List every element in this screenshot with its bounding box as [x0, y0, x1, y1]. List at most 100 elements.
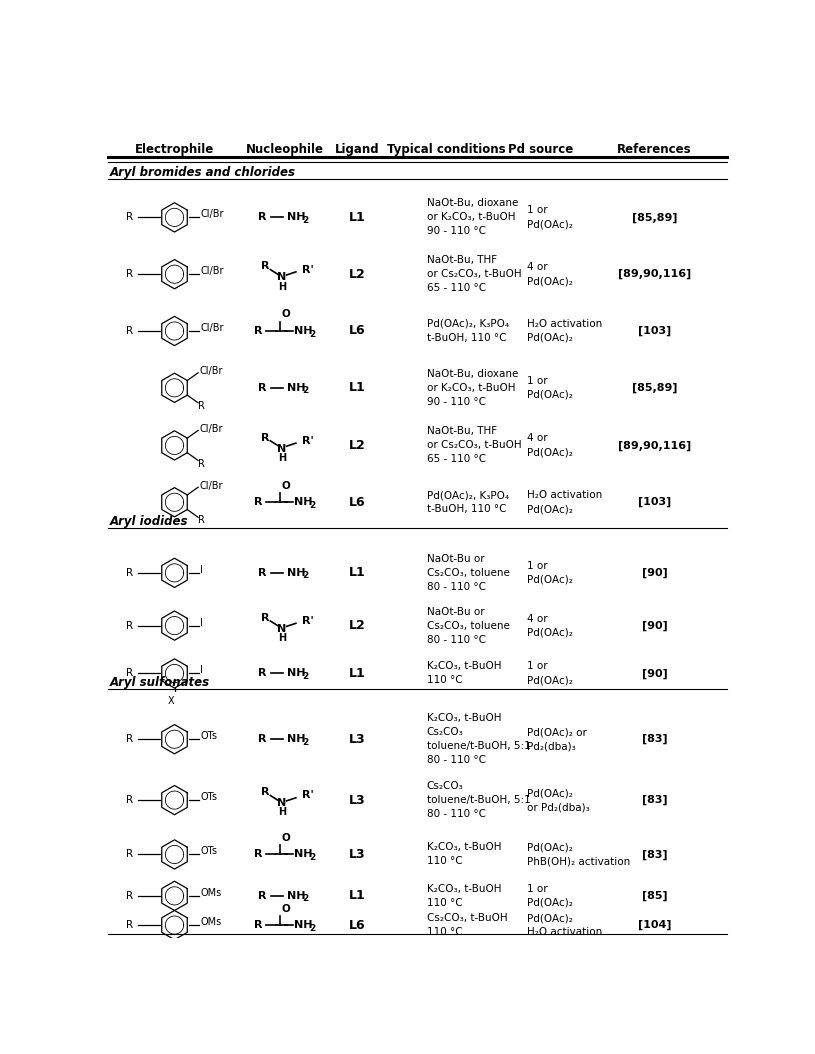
Text: Typical conditions: Typical conditions: [387, 142, 505, 156]
Text: R: R: [126, 568, 134, 578]
Text: R: R: [258, 568, 266, 578]
Text: R: R: [198, 458, 205, 469]
Text: L1: L1: [350, 566, 366, 580]
Text: R: R: [198, 515, 205, 525]
Text: 2: 2: [309, 330, 315, 338]
Text: L3: L3: [350, 733, 366, 746]
Text: OTs: OTs: [200, 731, 217, 741]
Text: [83]: [83]: [641, 734, 667, 744]
Text: L6: L6: [350, 325, 366, 337]
Text: NH: NH: [294, 920, 313, 930]
Text: X: X: [168, 696, 174, 706]
Text: K₂CO₃, t-BuOH
110 °C: K₂CO₃, t-BuOH 110 °C: [427, 884, 501, 907]
Text: 4 or
Pd(OAc)₂: 4 or Pd(OAc)₂: [527, 613, 573, 638]
Text: R: R: [126, 920, 134, 930]
Text: NH: NH: [287, 668, 305, 679]
Text: I: I: [200, 665, 203, 676]
Text: Pd(OAc)₂ or
Pd₂(dba)₃: Pd(OAc)₂ or Pd₂(dba)₃: [527, 727, 587, 752]
Text: 4 or
Pd(OAc)₂: 4 or Pd(OAc)₂: [527, 262, 573, 287]
Text: NaOt-Bu, dioxane
or K₂CO₃, t-BuOH
90 - 110 °C: NaOt-Bu, dioxane or K₂CO₃, t-BuOH 90 - 1…: [427, 198, 518, 236]
Text: R: R: [262, 787, 270, 798]
Text: 4 or
Pd(OAc)₂: 4 or Pd(OAc)₂: [527, 433, 573, 457]
Text: R: R: [262, 613, 270, 623]
Text: NH: NH: [287, 891, 305, 901]
Text: Cl/Br: Cl/Br: [200, 366, 223, 376]
Text: Pd(OAc)₂
PhB(OH)₂ activation: Pd(OAc)₂ PhB(OH)₂ activation: [527, 842, 630, 866]
Text: O: O: [281, 481, 290, 491]
Text: L2: L2: [350, 268, 366, 280]
Text: [103]: [103]: [638, 326, 672, 336]
Text: [89,90,116]: [89,90,116]: [618, 269, 691, 279]
Text: Aryl bromides and chlorides: Aryl bromides and chlorides: [109, 167, 296, 179]
Text: Pd(OAc)₂
H₂O activation: Pd(OAc)₂ H₂O activation: [527, 913, 602, 937]
Text: NaOt-Bu, THF
or Cs₂CO₃, t-BuOH
65 - 110 °C: NaOt-Bu, THF or Cs₂CO₃, t-BuOH 65 - 110 …: [427, 255, 522, 293]
Text: R': R': [302, 790, 314, 800]
Text: 2: 2: [302, 672, 308, 681]
Text: 2: 2: [309, 501, 315, 510]
Text: 2: 2: [302, 738, 308, 747]
Text: NaOt-Bu or
Cs₂CO₃, toluene
80 - 110 °C: NaOt-Bu or Cs₂CO₃, toluene 80 - 110 °C: [427, 607, 509, 645]
Text: K₂CO₃, t-BuOH
110 °C: K₂CO₃, t-BuOH 110 °C: [427, 842, 501, 866]
Text: H: H: [278, 453, 286, 463]
Text: [90]: [90]: [641, 668, 667, 679]
Text: 2: 2: [302, 895, 308, 903]
Text: Cl/Br: Cl/Br: [200, 481, 223, 491]
Text: R: R: [198, 401, 205, 411]
Text: Cs₂CO₃, t-BuOH
110 °C: Cs₂CO₃, t-BuOH 110 °C: [427, 913, 508, 937]
Text: NH: NH: [294, 326, 313, 336]
Text: L1: L1: [350, 667, 366, 680]
Text: L6: L6: [350, 495, 366, 509]
Text: H₂O activation
Pd(OAc)₂: H₂O activation Pd(OAc)₂: [527, 319, 602, 343]
Text: R': R': [302, 616, 314, 626]
Text: 1 or
Pd(OAc)₂: 1 or Pd(OAc)₂: [527, 561, 573, 585]
Text: NaOt-Bu, dioxane
or K₂CO₃, t-BuOH
90 - 110 °C: NaOt-Bu, dioxane or K₂CO₃, t-BuOH 90 - 1…: [427, 369, 518, 407]
Text: Aryl sulfonates: Aryl sulfonates: [109, 676, 209, 689]
Text: 1 or
Pd(OAc)₂: 1 or Pd(OAc)₂: [527, 884, 573, 907]
Text: R: R: [126, 621, 134, 630]
Text: L3: L3: [350, 848, 366, 861]
Text: 2: 2: [309, 923, 315, 933]
Text: O: O: [281, 833, 290, 843]
Text: L2: L2: [350, 619, 366, 632]
Text: [83]: [83]: [641, 850, 667, 860]
Text: N: N: [277, 444, 287, 453]
Text: Pd(OAc)₂, K₃PO₄
t-BuOH, 110 °C: Pd(OAc)₂, K₃PO₄ t-BuOH, 110 °C: [427, 319, 509, 343]
Text: OTs: OTs: [200, 792, 217, 802]
Text: R: R: [126, 326, 134, 336]
Text: R: R: [253, 497, 262, 507]
Text: NH: NH: [287, 568, 305, 578]
Text: O: O: [281, 310, 290, 319]
Text: R: R: [253, 326, 262, 336]
Text: NH: NH: [294, 497, 313, 507]
Text: R: R: [253, 920, 262, 930]
Text: References: References: [617, 142, 692, 156]
Text: R': R': [302, 265, 314, 275]
Text: NH: NH: [287, 212, 305, 222]
Text: Aryl iodides: Aryl iodides: [109, 515, 188, 528]
Text: [104]: [104]: [638, 920, 672, 931]
Text: R: R: [258, 891, 266, 901]
Text: [103]: [103]: [638, 497, 672, 507]
Text: K₂CO₃, t-BuOH
110 °C: K₂CO₃, t-BuOH 110 °C: [427, 662, 501, 685]
Text: R: R: [258, 668, 266, 679]
Text: N: N: [277, 624, 287, 633]
Text: I: I: [200, 618, 203, 627]
Text: 1 or
Pd(OAc)₂: 1 or Pd(OAc)₂: [527, 206, 573, 230]
Text: R: R: [126, 850, 134, 859]
Text: N: N: [277, 272, 287, 282]
Text: R: R: [258, 735, 266, 744]
Text: NaOt-Bu, THF
or Cs₂CO₃, t-BuOH
65 - 110 °C: NaOt-Bu, THF or Cs₂CO₃, t-BuOH 65 - 110 …: [427, 427, 522, 465]
Text: R: R: [262, 261, 270, 272]
Text: R': R': [302, 435, 314, 446]
Text: Cs₂CO₃
toluene/t-BuOH, 5:1
80 - 110 °C: Cs₂CO₃ toluene/t-BuOH, 5:1 80 - 110 °C: [427, 781, 531, 819]
Text: Cl/Br: Cl/Br: [200, 266, 223, 276]
Text: H: H: [278, 807, 286, 818]
Text: [89,90,116]: [89,90,116]: [618, 441, 691, 450]
Text: 2: 2: [302, 216, 308, 225]
Text: Cl/Br: Cl/Br: [200, 424, 223, 434]
Text: R: R: [258, 383, 266, 393]
Text: O: O: [281, 903, 290, 914]
Text: L1: L1: [350, 890, 366, 902]
Text: R: R: [253, 850, 262, 859]
Text: Electrophile: Electrophile: [135, 142, 214, 156]
